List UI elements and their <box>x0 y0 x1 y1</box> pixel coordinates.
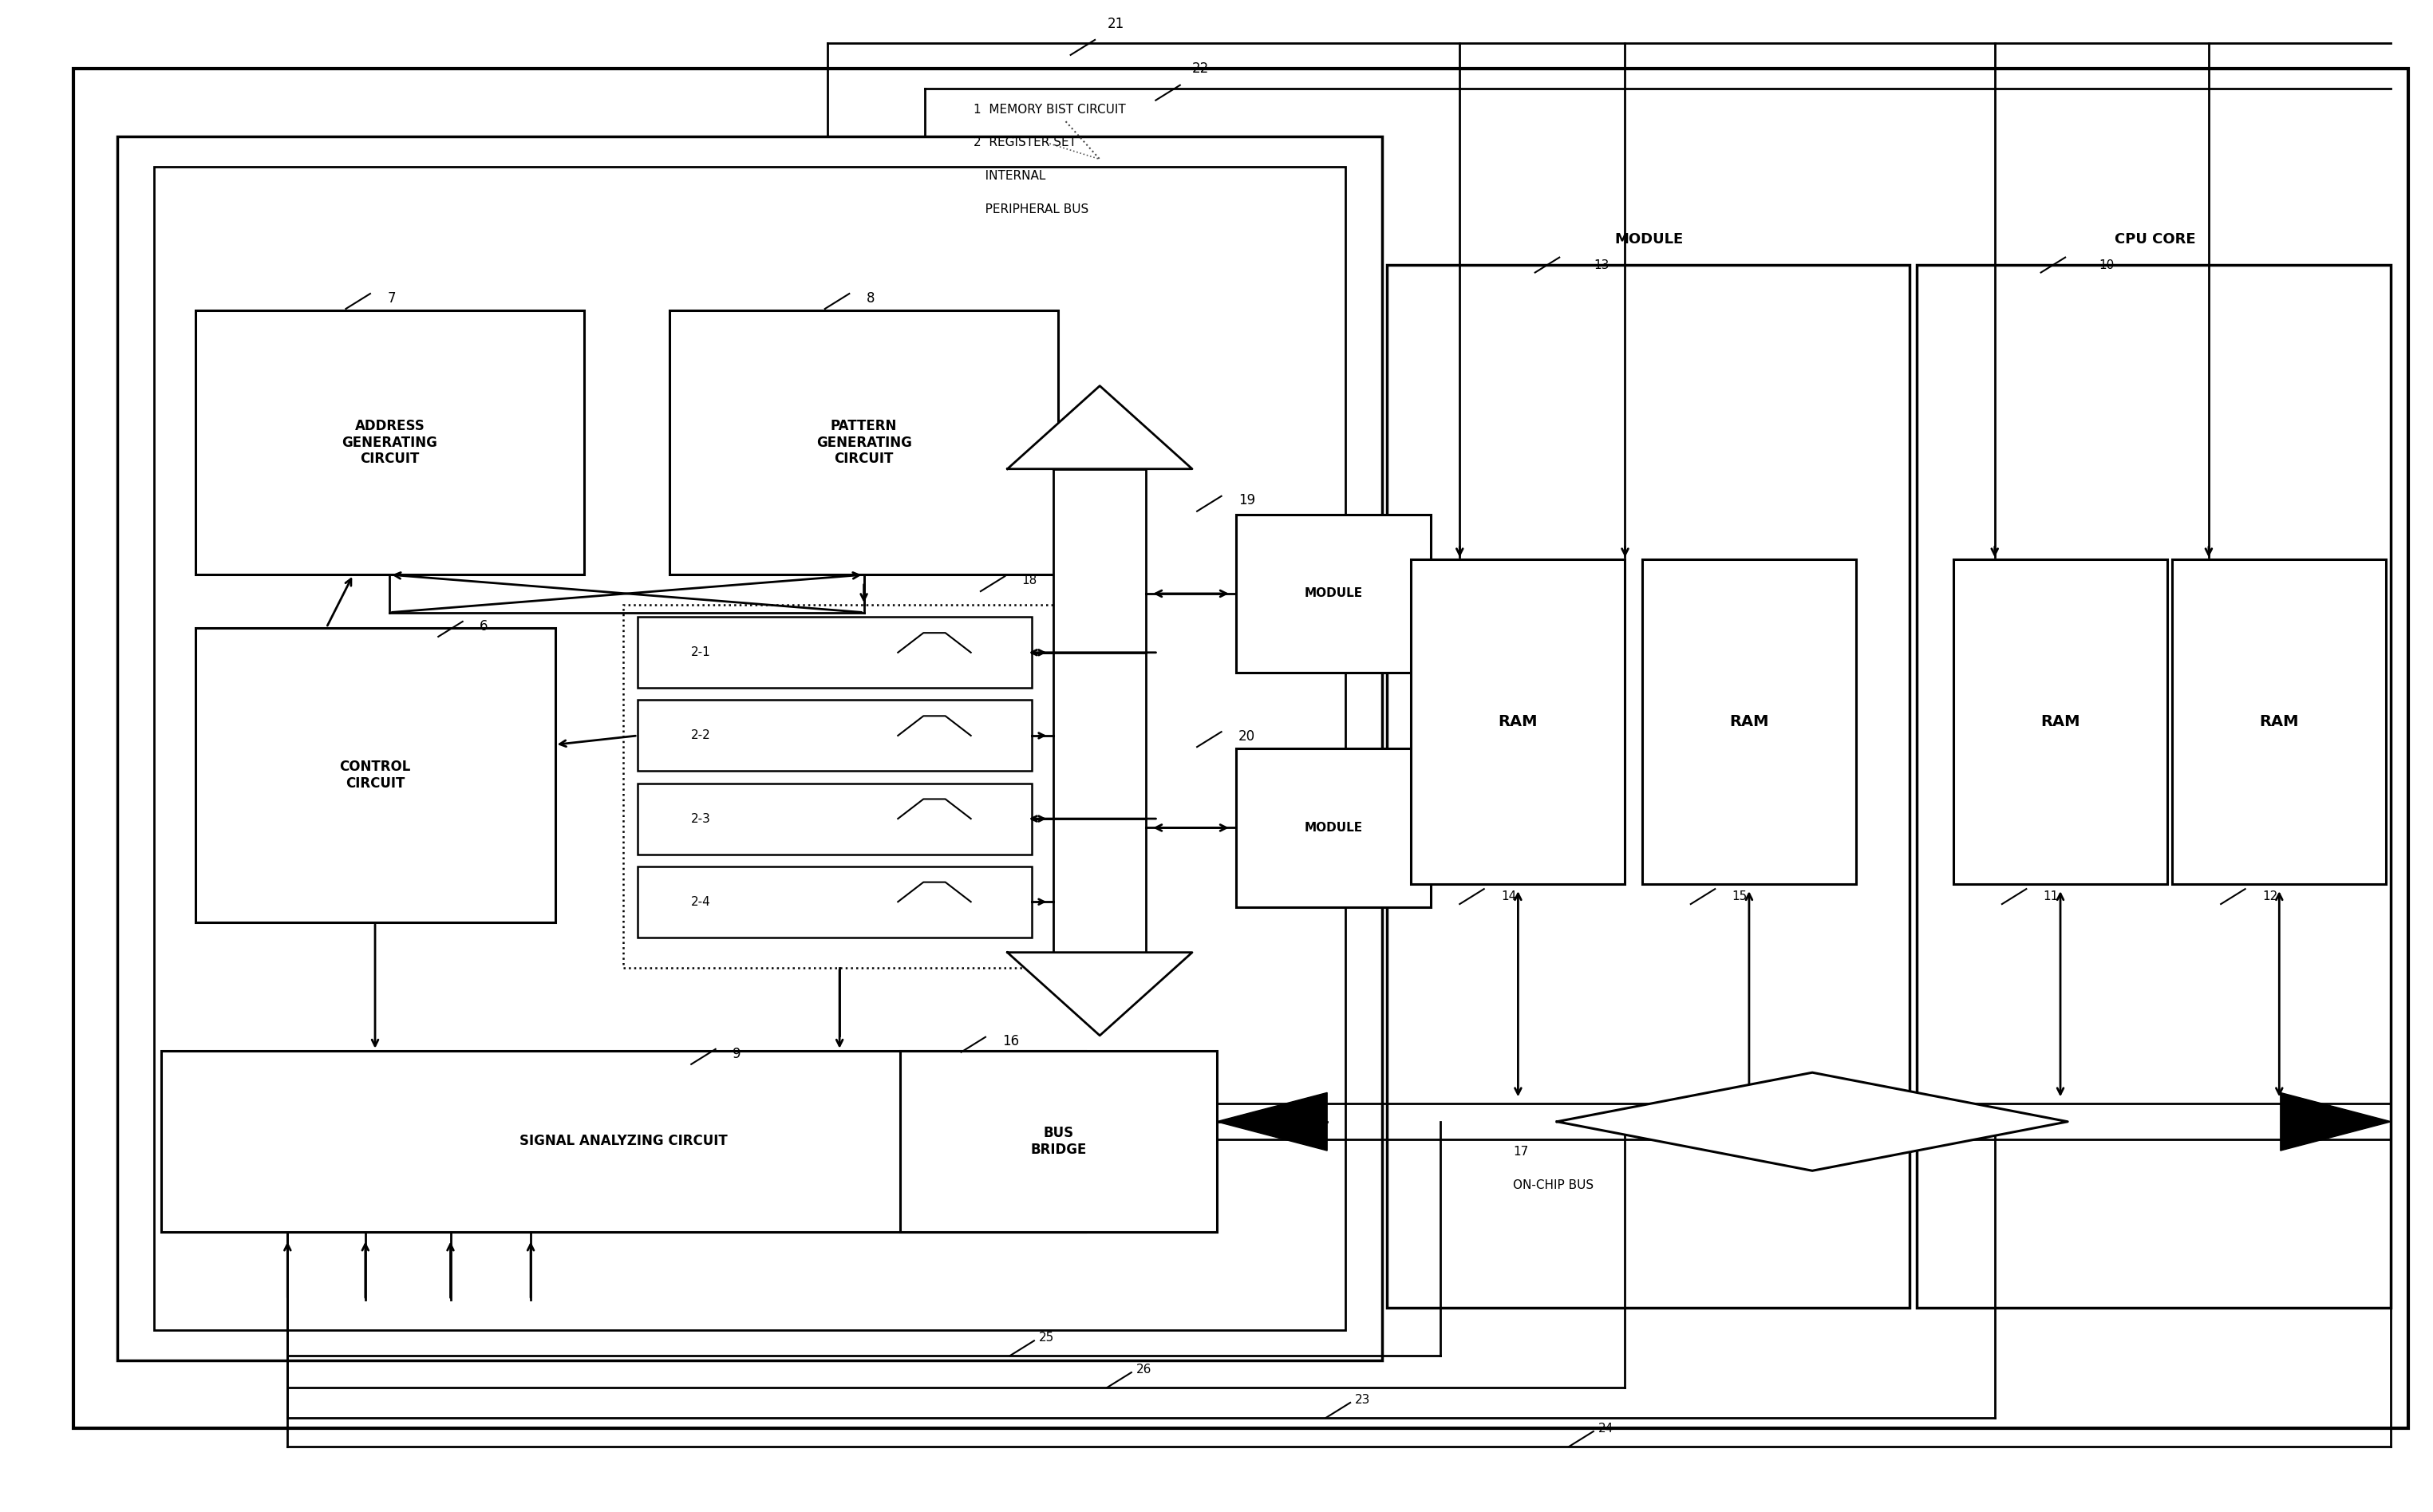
Bar <box>153 166 1345 1331</box>
Text: RAM: RAM <box>2260 715 2299 730</box>
Text: 21: 21 <box>1107 17 1124 30</box>
Text: 15: 15 <box>1732 891 1747 903</box>
Text: PATTERN
GENERATING
CIRCUIT: PATTERN GENERATING CIRCUIT <box>815 419 912 466</box>
Text: ADDRESS
GENERATING
CIRCUIT: ADDRESS GENERATING CIRCUIT <box>341 419 438 466</box>
Text: MODULE: MODULE <box>1616 233 1684 246</box>
Text: 10: 10 <box>2100 259 2114 271</box>
Text: ON-CHIP BUS: ON-CHIP BUS <box>1513 1179 1594 1191</box>
Text: 1  MEMORY BIST CIRCUIT: 1 MEMORY BIST CIRCUIT <box>973 103 1126 115</box>
Text: 14: 14 <box>1501 891 1516 903</box>
Bar <box>1917 265 2392 1308</box>
Polygon shape <box>1053 469 1146 953</box>
Text: 2-1: 2-1 <box>691 647 710 659</box>
Text: 23: 23 <box>1355 1394 1370 1406</box>
Text: 25: 25 <box>1039 1332 1053 1344</box>
Text: 19: 19 <box>1238 493 1255 508</box>
Text: 6: 6 <box>479 618 489 634</box>
Polygon shape <box>1216 1093 1326 1151</box>
Text: BUS
BRIDGE: BUS BRIDGE <box>1029 1126 1088 1157</box>
Bar <box>1236 514 1431 673</box>
Bar <box>669 310 1058 575</box>
Polygon shape <box>1557 1072 2068 1170</box>
Bar <box>637 783 1032 854</box>
Text: 16: 16 <box>1002 1034 1019 1049</box>
Text: CPU CORE: CPU CORE <box>2114 233 2195 246</box>
Text: SIGNAL ANALYZING CIRCUIT: SIGNAL ANALYZING CIRCUIT <box>518 1134 727 1149</box>
Bar <box>195 310 584 575</box>
Bar <box>117 136 1382 1361</box>
Text: MODULE: MODULE <box>1304 588 1362 600</box>
Text: 8: 8 <box>866 290 876 305</box>
Bar <box>1387 265 1910 1308</box>
Bar <box>637 866 1032 937</box>
Polygon shape <box>1007 386 1192 469</box>
Text: 26: 26 <box>1136 1364 1151 1376</box>
Bar <box>1642 559 1856 885</box>
Text: 2  REGISTER SET: 2 REGISTER SET <box>973 136 1075 148</box>
Bar <box>900 1051 1216 1232</box>
Text: 12: 12 <box>2263 891 2277 903</box>
Text: RAM: RAM <box>1499 715 1538 730</box>
Text: 18: 18 <box>1022 575 1036 587</box>
Text: 17: 17 <box>1513 1146 1528 1158</box>
Text: 22: 22 <box>1192 62 1209 76</box>
Polygon shape <box>2280 1093 2392 1151</box>
Bar <box>161 1051 1085 1232</box>
Bar <box>637 700 1032 771</box>
Polygon shape <box>1007 953 1192 1036</box>
Text: CONTROL
CIRCUIT: CONTROL CIRCUIT <box>341 759 411 791</box>
Text: 2-3: 2-3 <box>691 813 710 824</box>
Text: MODULE: MODULE <box>1304 823 1362 833</box>
Text: 2-2: 2-2 <box>691 730 710 741</box>
Bar <box>637 617 1032 688</box>
Text: 20: 20 <box>1238 729 1255 744</box>
Bar <box>623 605 1056 968</box>
Text: 13: 13 <box>1594 259 1608 271</box>
Text: 11: 11 <box>2044 891 2058 903</box>
Text: RAM: RAM <box>2041 715 2080 730</box>
Bar <box>1236 748 1431 907</box>
Text: PERIPHERAL BUS: PERIPHERAL BUS <box>973 203 1088 215</box>
Bar <box>1954 559 2168 885</box>
Bar <box>2173 559 2387 885</box>
Text: 24: 24 <box>1598 1423 1613 1435</box>
Text: 2-4: 2-4 <box>691 895 710 907</box>
Text: RAM: RAM <box>1730 715 1769 730</box>
Text: INTERNAL: INTERNAL <box>973 169 1046 181</box>
Bar <box>195 627 555 922</box>
Text: 9: 9 <box>732 1046 742 1061</box>
Text: 7: 7 <box>387 290 397 305</box>
Bar <box>1411 559 1625 885</box>
